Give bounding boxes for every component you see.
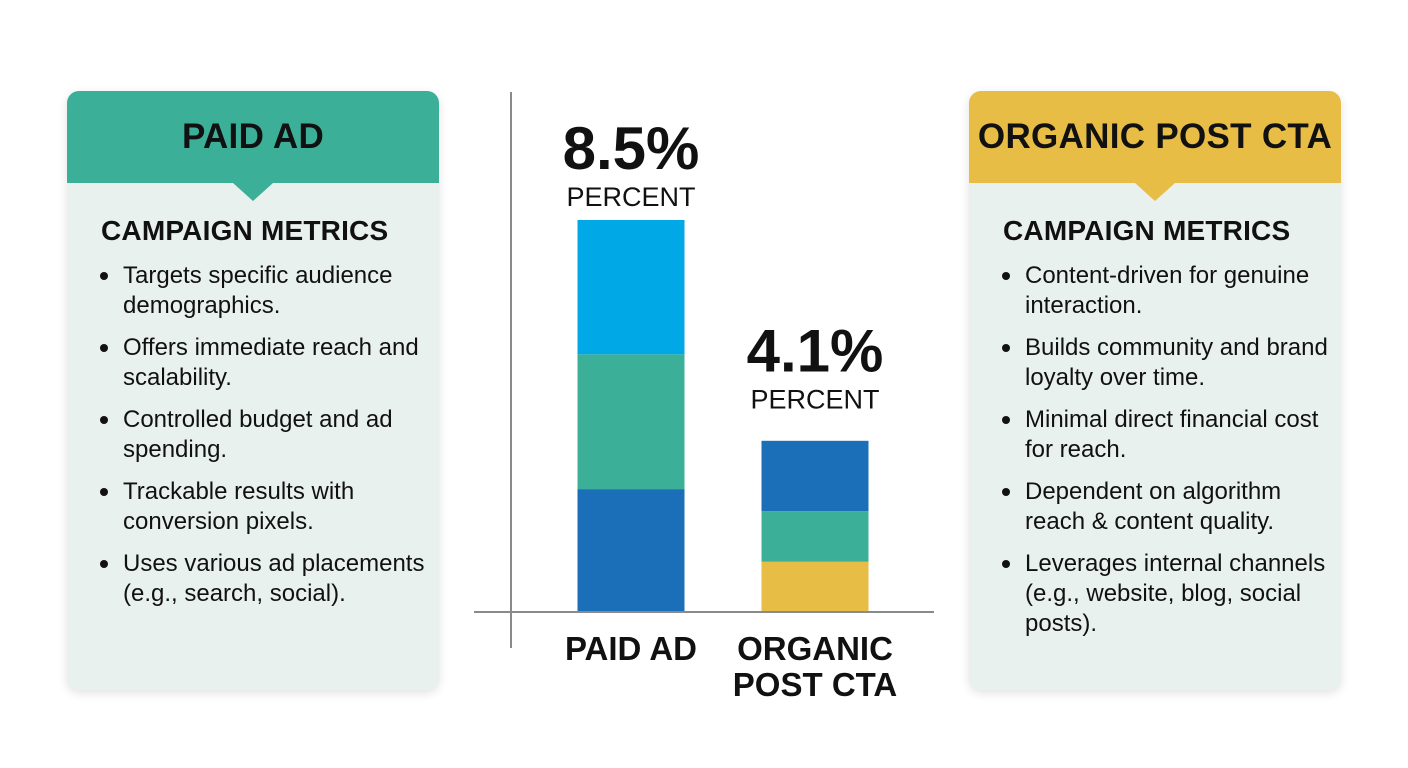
card-header: PAID AD [67, 91, 439, 201]
list-item: Builds community and brand loyalty over … [999, 333, 1329, 393]
organic-post-cta-card: ORGANIC POST CTA CAMPAIGN METRICS Conten… [969, 91, 1341, 690]
paid-ad-card: PAID AD CAMPAIGN METRICS Targets specifi… [67, 91, 439, 690]
list-item: Targets specific audience demographics. [97, 261, 427, 321]
list-item: Minimal direct financial cost for reach. [999, 405, 1329, 465]
list-item: Trackable results with conversion pixels… [97, 477, 427, 537]
list-item: Uses various ad placements (e.g., search… [97, 549, 427, 609]
card-subtitle: CAMPAIGN METRICS [101, 215, 389, 246]
bullet-list: Targets specific audience demographics. … [97, 261, 427, 621]
category-tick-label: ORGANIC POST CTA [733, 630, 897, 703]
bar-segment [577, 220, 685, 355]
bar-segment [577, 354, 685, 490]
category-tick-label: PAID AD [565, 630, 697, 667]
bar-segment [577, 489, 685, 611]
bar-segment [761, 511, 869, 562]
value-unit-label: PERCENT [750, 384, 879, 414]
data-label: 8.5% [563, 115, 700, 182]
list-item: Content-driven for genuine interaction. [999, 261, 1329, 321]
card-subtitle: CAMPAIGN METRICS [1003, 215, 1291, 246]
bullet-list: Content-driven for genuine interaction. … [999, 261, 1329, 651]
list-item: Leverages internal channels (e.g., websi… [999, 549, 1329, 639]
bar-segment [761, 561, 869, 611]
value-unit-label: PERCENT [566, 182, 695, 212]
list-item: Dependent on algorithm reach & content q… [999, 477, 1329, 537]
bar-segment [761, 440, 869, 512]
card-header: ORGANIC POST CTA [969, 91, 1341, 201]
list-item: Controlled budget and ad spending. [97, 405, 427, 465]
data-label: 4.1% [747, 317, 884, 384]
list-item: Offers immediate reach and scalability. [97, 333, 427, 393]
